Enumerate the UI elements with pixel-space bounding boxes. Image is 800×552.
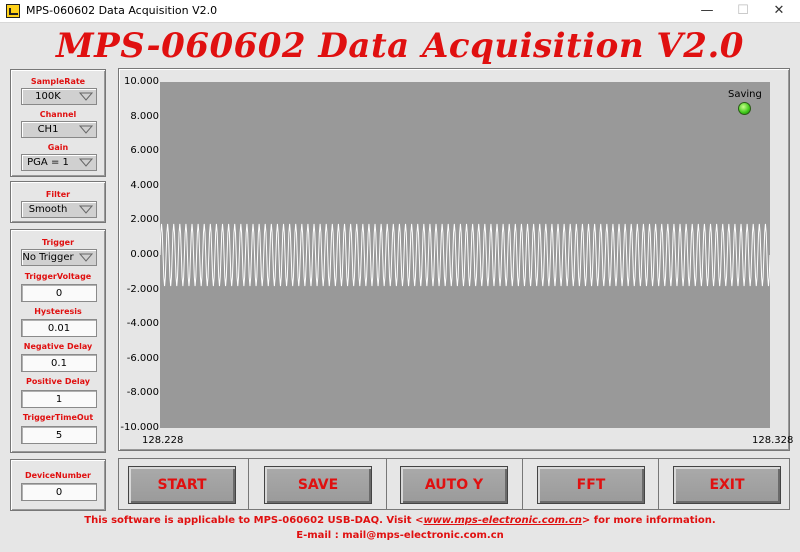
negative-delay-input[interactable]: 0.1 — [21, 354, 97, 372]
positive-delay-input[interactable]: 1 — [21, 390, 97, 408]
chevron-down-icon — [79, 253, 93, 262]
trigger-select[interactable]: No Trigger — [21, 249, 97, 266]
device-panel: DeviceNumber 0 — [10, 459, 106, 511]
maximize-button[interactable]: ☐ — [737, 3, 749, 18]
x-tick-max: 128.328 — [752, 435, 794, 446]
auto-y-button[interactable]: AUTO Y — [400, 466, 508, 504]
chevron-down-icon — [79, 158, 93, 167]
exit-button[interactable]: EXIT — [673, 466, 781, 504]
fft-cell: FFT — [523, 459, 659, 509]
y-tick-label: 6.000 — [130, 145, 159, 157]
gain-label: Gain — [47, 143, 69, 152]
y-tick-label: -10.000 — [120, 422, 159, 433]
chevron-down-icon — [79, 125, 93, 134]
save-cell: SAVE — [249, 459, 387, 509]
footer-text-post: > for more information. — [581, 515, 716, 526]
y-tick-label: -2.000 — [126, 283, 159, 295]
device-number-label: DeviceNumber — [24, 471, 91, 480]
auto-y-cell: AUTO Y — [387, 459, 523, 509]
trigger-timeout-input[interactable]: 5 — [21, 426, 97, 444]
sample-rate-select[interactable]: 100K — [21, 88, 97, 105]
plot-area[interactable] — [160, 82, 770, 428]
website-link[interactable]: www.mps-electronic.com.cn — [423, 515, 582, 526]
saving-led-indicator — [738, 102, 751, 115]
trigger-timeout-label: TriggerTimeOut — [22, 413, 94, 422]
exit-cell: EXIT — [659, 459, 789, 509]
y-tick-label: 0.000 — [130, 249, 159, 260]
filter-panel: Filter Smooth — [10, 181, 106, 223]
gain-value: PGA = 1 — [27, 157, 69, 168]
positive-delay-label: Positive Delay — [25, 377, 91, 386]
trigger-voltage-input[interactable]: 0 — [21, 284, 97, 302]
sample-rate-value: 100K — [35, 91, 61, 102]
device-number-input[interactable]: 0 — [21, 483, 97, 501]
y-tick-label: -8.000 — [126, 387, 159, 399]
channel-value: CH1 — [37, 124, 59, 135]
chevron-down-icon — [79, 92, 93, 101]
filter-label: Filter — [45, 190, 71, 199]
saving-label: Saving — [728, 89, 762, 100]
acquisition-settings-panel: SampleRate 100K Channel CH1 Gain PGA = 1 — [10, 69, 106, 177]
signal-trace — [160, 223, 770, 287]
trigger-panel: Trigger No Trigger TriggerVoltage 0 Hyst… — [10, 229, 106, 453]
window-title: MPS-060602 Data Acquisition V2.0 — [26, 4, 218, 17]
start-cell: START — [119, 459, 249, 509]
labview-app-icon — [6, 4, 20, 18]
hysteresis-input[interactable]: 0.01 — [21, 319, 97, 337]
y-tick-label: 2.000 — [130, 214, 159, 226]
trigger-label: Trigger — [41, 238, 75, 247]
filter-value: Smooth — [28, 204, 68, 215]
button-bar: START SAVE AUTO Y FFT EXIT — [118, 458, 790, 510]
y-tick-label: 8.000 — [130, 110, 159, 122]
sample-rate-label: SampleRate — [30, 77, 86, 86]
trigger-value: No Trigger — [22, 252, 74, 263]
footer-text-pre: This software is applicable to MPS-06060… — [84, 515, 424, 526]
footer-info: This software is applicable to MPS-06060… — [0, 515, 800, 526]
negative-delay-label: Negative Delay — [23, 342, 93, 351]
chevron-down-icon — [79, 205, 93, 214]
y-tick-label: -4.000 — [126, 318, 159, 330]
fft-button[interactable]: FFT — [537, 466, 645, 504]
y-tick-label: -6.000 — [126, 352, 159, 364]
minimize-button[interactable]: — — [700, 3, 714, 18]
y-tick-label: 4.000 — [130, 179, 159, 191]
footer-email: E-mail : mail@mps-electronic.com.cn — [296, 530, 504, 541]
close-button[interactable]: ✕ — [773, 3, 785, 18]
gain-select[interactable]: PGA = 1 — [21, 154, 97, 171]
hysteresis-label: Hysteresis — [34, 307, 82, 316]
channel-label: Channel — [39, 110, 77, 119]
x-tick-min: 128.228 — [142, 435, 184, 446]
window-titlebar: MPS-060602 Data Acquisition V2.0 — ☐ ✕ — [0, 0, 800, 23]
filter-select[interactable]: Smooth — [21, 201, 97, 218]
start-button[interactable]: START — [128, 466, 236, 504]
y-tick-label: 10.000 — [124, 76, 159, 87]
channel-select[interactable]: CH1 — [21, 121, 97, 138]
save-button[interactable]: SAVE — [264, 466, 372, 504]
trigger-voltage-label: TriggerVoltage — [24, 272, 92, 281]
app-title: MPS-060602 Data Acquisition V2.0 — [56, 26, 744, 66]
